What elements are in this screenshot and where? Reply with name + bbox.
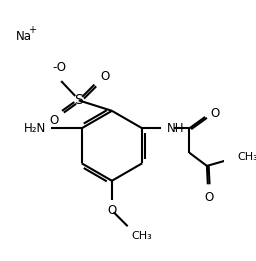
Text: O: O [101, 70, 110, 83]
Text: CH₃: CH₃ [131, 231, 152, 241]
Text: O: O [210, 107, 220, 120]
Text: NH: NH [167, 122, 184, 135]
Text: O: O [107, 204, 116, 217]
Text: O: O [49, 114, 59, 127]
Text: +: + [28, 25, 36, 35]
Text: H₂N: H₂N [24, 122, 46, 135]
Text: -O: -O [52, 61, 67, 74]
Text: O: O [204, 191, 213, 204]
Text: Na: Na [16, 29, 32, 43]
Text: CH₃: CH₃ [238, 152, 256, 162]
Text: S: S [74, 93, 83, 107]
